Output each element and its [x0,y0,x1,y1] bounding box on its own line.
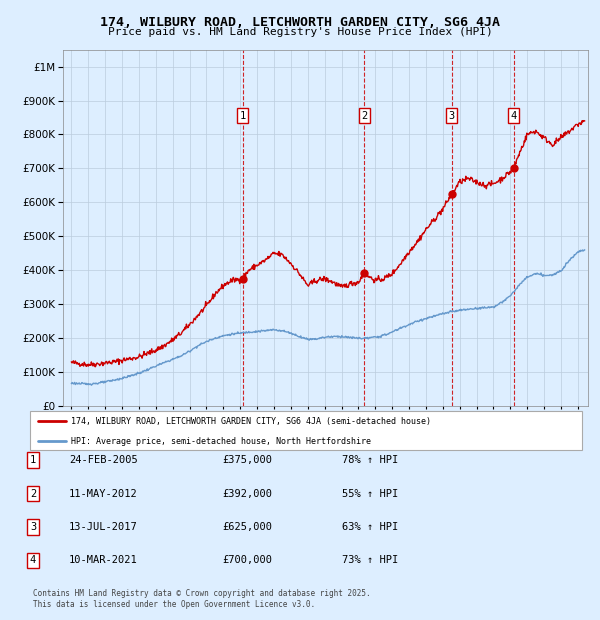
Text: 73% ↑ HPI: 73% ↑ HPI [342,556,398,565]
Text: 78% ↑ HPI: 78% ↑ HPI [342,455,398,465]
Text: 10-MAR-2021: 10-MAR-2021 [69,556,138,565]
Text: £375,000: £375,000 [222,455,272,465]
Text: 2: 2 [361,111,368,121]
Text: 55% ↑ HPI: 55% ↑ HPI [342,489,398,498]
Text: £392,000: £392,000 [222,489,272,498]
Text: 2: 2 [30,489,36,498]
Text: 3: 3 [30,522,36,532]
Text: £700,000: £700,000 [222,556,272,565]
Text: 4: 4 [30,556,36,565]
Text: HPI: Average price, semi-detached house, North Hertfordshire: HPI: Average price, semi-detached house,… [71,436,371,446]
Text: 13-JUL-2017: 13-JUL-2017 [69,522,138,532]
Text: 3: 3 [449,111,455,121]
Text: 24-FEB-2005: 24-FEB-2005 [69,455,138,465]
Text: 174, WILBURY ROAD, LETCHWORTH GARDEN CITY, SG6 4JA: 174, WILBURY ROAD, LETCHWORTH GARDEN CIT… [100,16,500,29]
Text: Price paid vs. HM Land Registry's House Price Index (HPI): Price paid vs. HM Land Registry's House … [107,27,493,37]
Text: 174, WILBURY ROAD, LETCHWORTH GARDEN CITY, SG6 4JA (semi-detached house): 174, WILBURY ROAD, LETCHWORTH GARDEN CIT… [71,417,431,426]
Text: £625,000: £625,000 [222,522,272,532]
Text: Contains HM Land Registry data © Crown copyright and database right 2025.
This d: Contains HM Land Registry data © Crown c… [33,590,371,609]
FancyBboxPatch shape [30,411,582,449]
Text: 4: 4 [511,111,517,121]
Text: 1: 1 [30,455,36,465]
Text: 1: 1 [239,111,246,121]
Text: 11-MAY-2012: 11-MAY-2012 [69,489,138,498]
Text: 63% ↑ HPI: 63% ↑ HPI [342,522,398,532]
